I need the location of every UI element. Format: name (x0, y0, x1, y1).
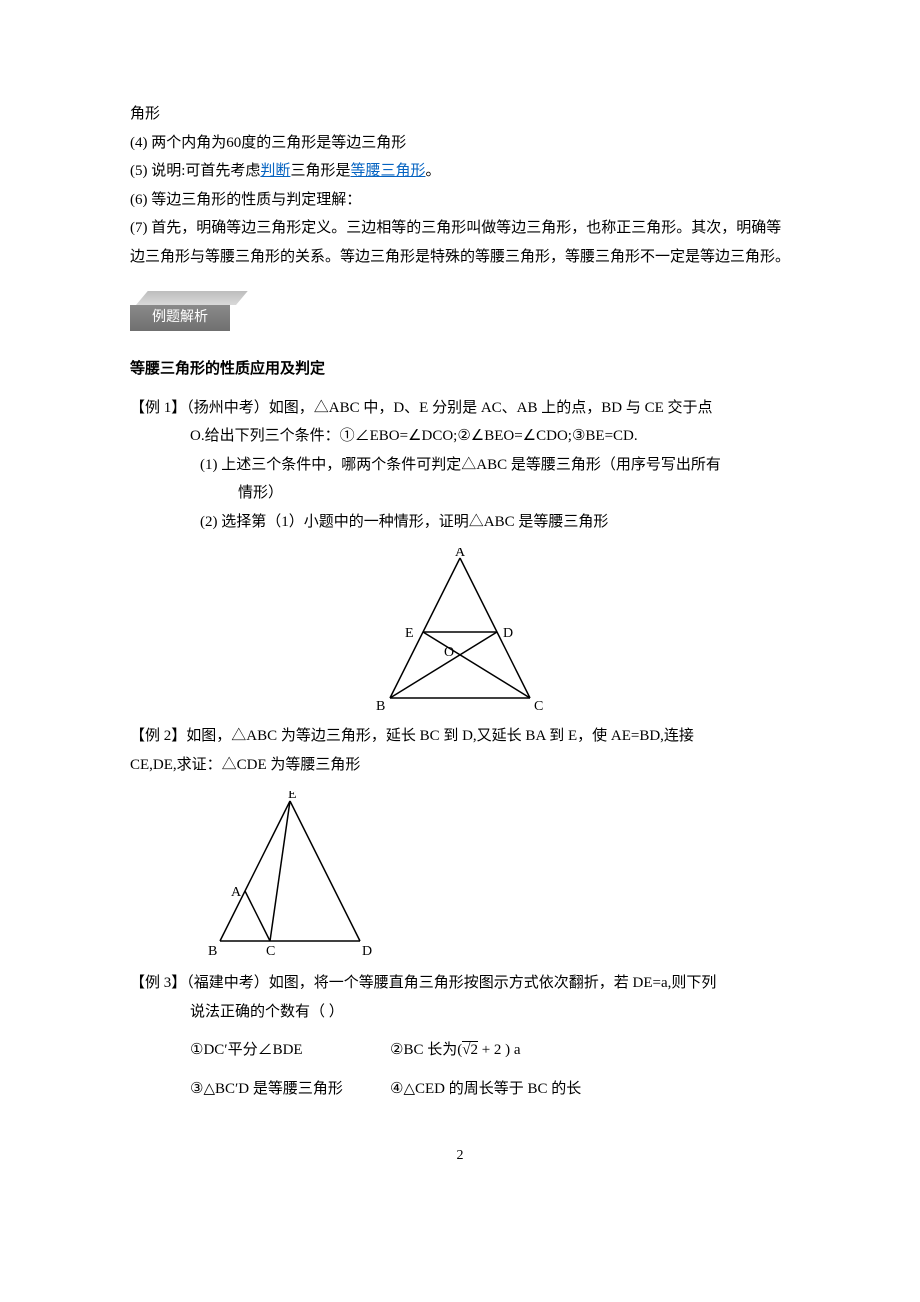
example-1: 【例 1】（扬州中考）如图，△ABC 中，D、E 分别是 AC、AB 上的点，B… (130, 394, 790, 537)
opt3: ③△BC′D 是等腰三角形 (190, 1075, 390, 1104)
text: 三角形是 (290, 163, 350, 179)
svg-text:A: A (455, 548, 466, 560)
figure-1: A B C E D O (130, 548, 790, 718)
example-3: 【例 3】（福建中考）如图，将一个等腰直角三角形按图示方式依次翻折，若 DE=a… (130, 969, 790, 1103)
link-judge[interactable]: 判断 (260, 163, 290, 179)
page-number: 2 (130, 1143, 790, 1170)
svg-text:A: A (231, 885, 242, 900)
ex2-line2: CE,DE,求证：△CDE 为等腰三角形 (130, 751, 790, 780)
svg-text:O: O (444, 645, 454, 660)
svg-text:C: C (534, 699, 543, 714)
ex1-q1: (1) 上述三个条件中，哪两个条件可判定△ABC 是等腰三角形（用序号写出所有 (130, 451, 790, 480)
ex1-q2: (2) 选择第（1）小题中的一种情形，证明△ABC 是等腰三角形 (130, 508, 790, 537)
svg-text:B: B (208, 944, 217, 959)
subtitle: 等腰三角形的性质应用及判定 (130, 355, 790, 384)
ex1-line1: 【例 1】（扬州中考）如图，△ABC 中，D、E 分别是 AC、AB 上的点，B… (130, 394, 790, 423)
section-label-top (136, 291, 248, 305)
text: (5) 说明:可首先考虑 (130, 163, 260, 179)
ex1-line2: O.给出下列三个条件：①∠EBO=∠DCO;②∠BEO=∠CDO;③BE=CD. (130, 422, 790, 451)
ex3-row1: ①DC′平分∠BDE ②BC 长为(√2 + 2 ) a (130, 1036, 790, 1065)
para-line: (4) 两个内角为60度的三角形是等边三角形 (130, 129, 790, 158)
svg-text:C: C (266, 944, 275, 959)
svg-text:D: D (362, 944, 372, 959)
opt2a: ②BC 长为( (390, 1042, 462, 1058)
opt2c: + 2 ) a (478, 1042, 521, 1058)
example-2: 【例 2】如图，△ABC 为等边三角形，延长 BC 到 D,又延长 BA 到 E… (130, 722, 790, 779)
svg-text:E: E (288, 791, 297, 802)
text: 。 (425, 163, 440, 179)
ex3-row2: ③△BC′D 是等腰三角形 ④△CED 的周长等于 BC 的长 (130, 1075, 790, 1104)
figure-2: E A B C D (130, 791, 790, 961)
ex1-q1b: 情形） (130, 479, 790, 508)
link-isosceles[interactable]: 等腰三角形 (350, 163, 425, 179)
svg-text:B: B (376, 699, 385, 714)
section-label: 例题解析 (130, 291, 250, 331)
opt4: ④△CED 的周长等于 BC 的长 (390, 1075, 581, 1104)
opt2: ②BC 长为(√2 + 2 ) a (390, 1036, 521, 1065)
para-line: (5) 说明:可首先考虑判断三角形是等腰三角形。 (130, 157, 790, 186)
para-line: 角形 (130, 100, 790, 129)
ex3-line2: 说法正确的个数有（ ） (130, 998, 790, 1027)
ex3-line1: 【例 3】（福建中考）如图，将一个等腰直角三角形按图示方式依次翻折，若 DE=a… (130, 969, 790, 998)
para-line: (7) 首先，明确等边三角形定义。三边相等的三角形叫做等边三角形，也称正三角形。… (130, 214, 790, 271)
opt1: ①DC′平分∠BDE (190, 1036, 390, 1065)
section-label-front: 例题解析 (130, 305, 230, 331)
para-line: (6) 等边三角形的性质与判定理解： (130, 186, 790, 215)
svg-text:D: D (503, 626, 513, 641)
svg-text:E: E (405, 626, 414, 641)
ex2-line1: 【例 2】如图，△ABC 为等边三角形，延长 BC 到 D,又延长 BA 到 E… (130, 722, 790, 751)
opt2b: √2 (462, 1041, 478, 1058)
